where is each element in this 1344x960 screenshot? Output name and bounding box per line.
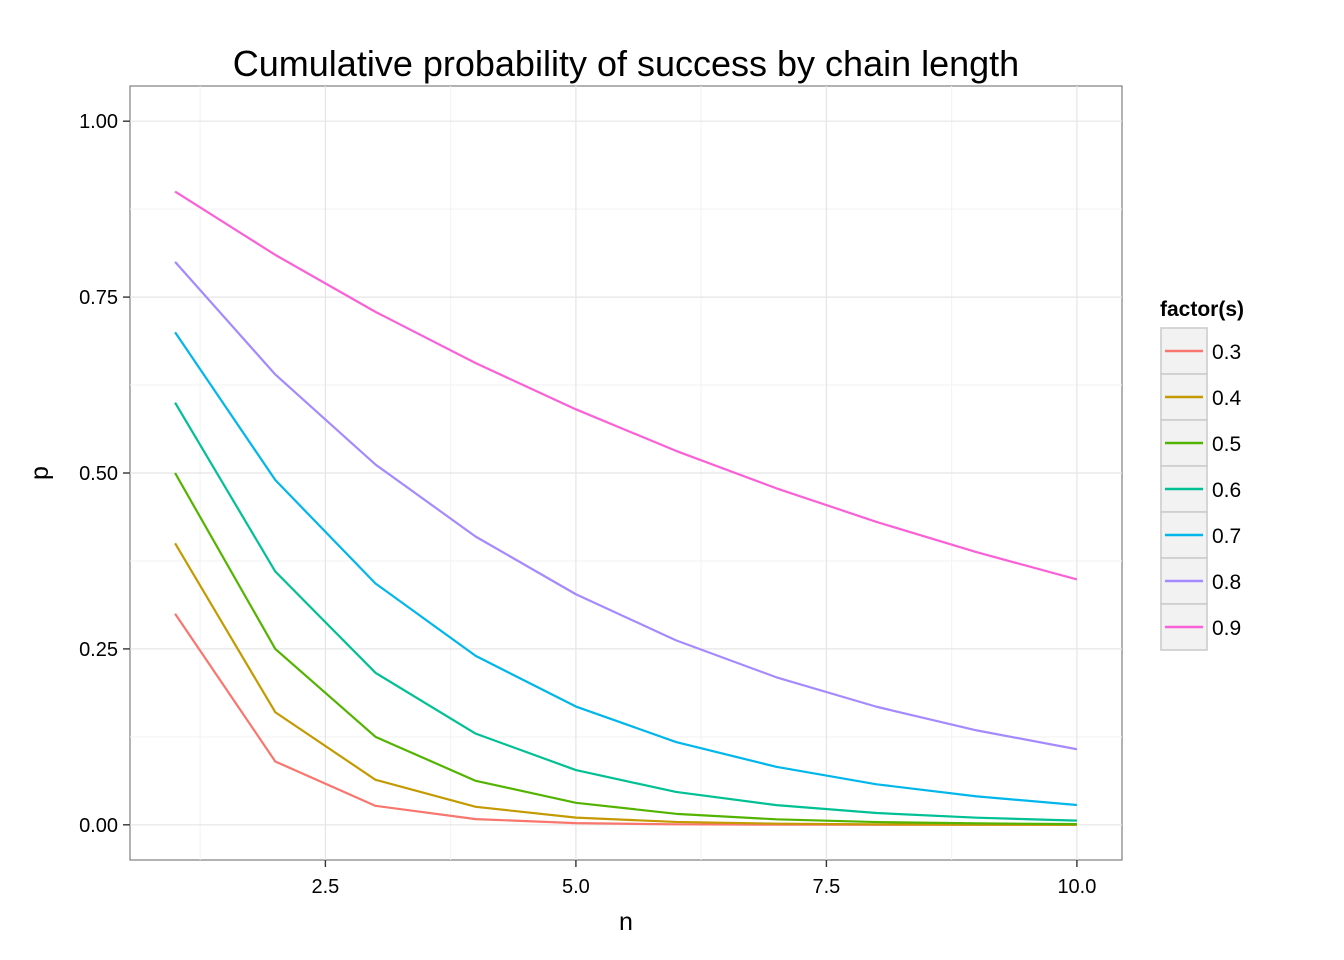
x-axis: 2.5 5.0 7.5 10.0 bbox=[311, 860, 1096, 898]
series-line-0.7 bbox=[174, 331, 1078, 807]
legend-label: 0.7 bbox=[1212, 525, 1241, 548]
x-tick-label: 5.0 bbox=[562, 876, 590, 898]
legend-label: 0.9 bbox=[1212, 617, 1241, 640]
x-tick-label: 2.5 bbox=[311, 876, 339, 898]
series-lines bbox=[174, 190, 1078, 826]
y-tick-label: 0.00 bbox=[79, 815, 118, 837]
y-axis: 0.00 0.25 0.50 0.75 1.00 bbox=[79, 111, 130, 837]
x-axis-label: n bbox=[619, 908, 633, 936]
legend-item-0.8: 0.8 bbox=[1160, 557, 1241, 605]
grid-lines bbox=[130, 86, 1122, 860]
y-tick-label: 0.25 bbox=[79, 639, 118, 661]
series-line-0.5 bbox=[174, 472, 1077, 826]
legend-item-0.6: 0.6 bbox=[1160, 465, 1241, 513]
legend-label: 0.3 bbox=[1212, 341, 1241, 364]
y-tick-label: 0.75 bbox=[79, 287, 118, 309]
x-tick-label: 10.0 bbox=[1057, 876, 1096, 898]
legend: factor(s) 0.3 0.4 0.5 0.6 0.7 0.8 0.9 bbox=[1160, 298, 1244, 651]
x-tick-label: 7.5 bbox=[812, 876, 840, 898]
series-line-0.4 bbox=[174, 542, 1077, 826]
y-tick-label: 0.50 bbox=[79, 463, 118, 485]
legend-item-0.7: 0.7 bbox=[1160, 511, 1241, 559]
legend-item-0.4: 0.4 bbox=[1160, 373, 1242, 421]
legend-item-0.3: 0.3 bbox=[1160, 327, 1241, 375]
legend-item-0.5: 0.5 bbox=[1160, 419, 1241, 467]
chart-title: Cumulative probability of success by cha… bbox=[233, 43, 1019, 84]
y-tick-label: 1.00 bbox=[79, 111, 118, 133]
legend-label: 0.8 bbox=[1212, 571, 1241, 594]
legend-label: 0.6 bbox=[1212, 479, 1241, 502]
legend-title: factor(s) bbox=[1160, 298, 1244, 321]
y-axis-label: p bbox=[26, 466, 54, 480]
legend-item-0.9: 0.9 bbox=[1160, 603, 1241, 651]
series-line-0.6 bbox=[174, 402, 1077, 822]
series-line-0.8 bbox=[174, 261, 1078, 751]
series-line-0.9 bbox=[174, 190, 1078, 581]
legend-label: 0.5 bbox=[1212, 433, 1241, 456]
legend-label: 0.4 bbox=[1212, 387, 1242, 410]
